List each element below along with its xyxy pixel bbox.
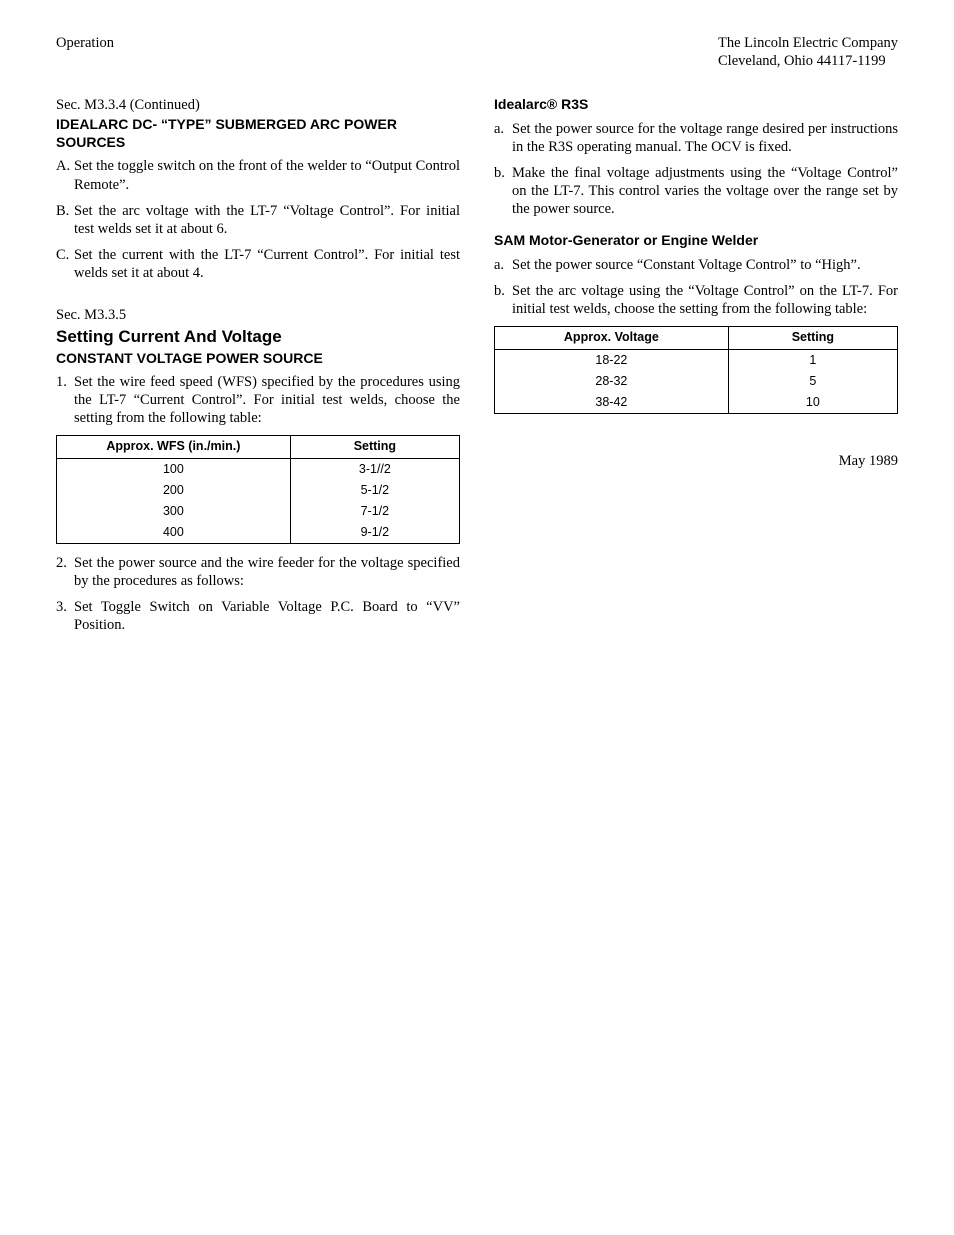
sam-title: SAM Motor-Generator or Engine Welder <box>494 232 898 250</box>
item-text: Set the power source and the wire feeder… <box>74 554 460 590</box>
item-marker: a. <box>494 256 512 274</box>
header-left: Operation <box>56 34 114 52</box>
company-address: Cleveland, Ohio 44117-1199 <box>718 52 898 70</box>
sec-m334-title: IDEALARC DC- “TYPE” SUBMERGED ARC POWER … <box>56 116 460 151</box>
cell: 5-1/2 <box>290 480 459 501</box>
table-header-row: Approx. Voltage Setting <box>495 327 898 350</box>
list-item: 3.Set Toggle Switch on Variable Voltage … <box>56 598 460 634</box>
cell: 200 <box>57 480 291 501</box>
right-column: Idealarc® R3S a.Set the power source for… <box>494 96 898 648</box>
table-header-row: Approx. WFS (in./min.) Setting <box>57 436 460 459</box>
list-item: A.Set the toggle switch on the front of … <box>56 157 460 193</box>
r3s-list: a.Set the power source for the voltage r… <box>494 120 898 219</box>
item-text: Set the arc voltage with the LT-7 “Volta… <box>74 202 460 238</box>
date-line: May 1989 <box>494 452 898 470</box>
volt-col2-header: Setting <box>728 327 897 350</box>
table-row: 2005-1/2 <box>57 480 460 501</box>
item-text: Set the wire feed speed (WFS) specified … <box>74 373 460 427</box>
idealarc-r3s: Idealarc® R3S a.Set the power source for… <box>494 96 898 218</box>
cell: 400 <box>57 522 291 544</box>
company-name: The Lincoln Electric Company <box>718 34 898 52</box>
sec-m335-list-2: 2.Set the power source and the wire feed… <box>56 554 460 635</box>
table-row: 4009-1/2 <box>57 522 460 544</box>
table-row: 28-325 <box>495 371 898 392</box>
voltage-table: Approx. Voltage Setting 18-221 28-325 38… <box>494 326 898 414</box>
list-item: a.Set the power source “Constant Voltage… <box>494 256 898 274</box>
item-text: Set the toggle switch on the front of th… <box>74 157 460 193</box>
list-item: 1.Set the wire feed speed (WFS) specifie… <box>56 373 460 427</box>
sec-m335-subtitle: CONSTANT VOLTAGE POWER SOURCE <box>56 350 460 368</box>
wfs-col1-header: Approx. WFS (in./min.) <box>57 436 291 459</box>
sec-m335: Sec. M3.3.5 Setting Current And Voltage … <box>56 306 460 634</box>
cell: 1 <box>728 349 897 371</box>
cell: 9-1/2 <box>290 522 459 544</box>
left-column: Sec. M3.3.4 (Continued) IDEALARC DC- “TY… <box>56 96 460 648</box>
sec-m334-list: A.Set the toggle switch on the front of … <box>56 157 460 282</box>
cell: 3-1//2 <box>290 459 459 481</box>
cell: 5 <box>728 371 897 392</box>
cell: 18-22 <box>495 349 729 371</box>
sec-m334-label: Sec. M3.3.4 (Continued) <box>56 96 460 114</box>
item-marker: 1. <box>56 373 74 427</box>
item-marker: b. <box>494 282 512 318</box>
table-row: 38-4210 <box>495 392 898 414</box>
cell: 7-1/2 <box>290 501 459 522</box>
item-marker: 3. <box>56 598 74 634</box>
wfs-table: Approx. WFS (in./min.) Setting 1003-1//2… <box>56 435 460 544</box>
list-item: 2.Set the power source and the wire feed… <box>56 554 460 590</box>
item-text: Set the arc voltage using the “Voltage C… <box>512 282 898 318</box>
cell: 28-32 <box>495 371 729 392</box>
list-item: b.Make the final voltage adjustments usi… <box>494 164 898 218</box>
item-text: Set the power source for the voltage ran… <box>512 120 898 156</box>
cell: 300 <box>57 501 291 522</box>
sec-m335-list-1: 1.Set the wire feed speed (WFS) specifie… <box>56 373 460 427</box>
item-text: Set the current with the LT-7 “Current C… <box>74 246 460 282</box>
list-item: B.Set the arc voltage with the LT-7 “Vol… <box>56 202 460 238</box>
list-item: b.Set the arc voltage using the “Voltage… <box>494 282 898 318</box>
table-row: 18-221 <box>495 349 898 371</box>
volt-col1-header: Approx. Voltage <box>495 327 729 350</box>
sec-m335-label: Sec. M3.3.5 <box>56 306 460 324</box>
item-marker: C. <box>56 246 74 282</box>
sec-m335-title: Setting Current And Voltage <box>56 326 460 347</box>
table-row: 3007-1/2 <box>57 501 460 522</box>
item-marker: B. <box>56 202 74 238</box>
item-marker: 2. <box>56 554 74 590</box>
item-marker: A. <box>56 157 74 193</box>
list-item: C.Set the current with the LT-7 “Current… <box>56 246 460 282</box>
body-columns: Sec. M3.3.4 (Continued) IDEALARC DC- “TY… <box>56 96 898 648</box>
r3s-title: Idealarc® R3S <box>494 96 898 114</box>
header-right: The Lincoln Electric Company Cleveland, … <box>718 34 898 70</box>
page-header: Operation The Lincoln Electric Company C… <box>56 34 898 70</box>
cell: 100 <box>57 459 291 481</box>
list-item: a.Set the power source for the voltage r… <box>494 120 898 156</box>
sec-m334: Sec. M3.3.4 (Continued) IDEALARC DC- “TY… <box>56 96 460 282</box>
item-text: Make the final voltage adjustments using… <box>512 164 898 218</box>
sam-welder: SAM Motor-Generator or Engine Welder a.S… <box>494 232 898 414</box>
table-row: 1003-1//2 <box>57 459 460 481</box>
item-marker: a. <box>494 120 512 156</box>
item-text: Set the power source “Constant Voltage C… <box>512 256 898 274</box>
item-marker: b. <box>494 164 512 218</box>
wfs-col2-header: Setting <box>290 436 459 459</box>
sam-list: a.Set the power source “Constant Voltage… <box>494 256 898 318</box>
cell: 38-42 <box>495 392 729 414</box>
cell: 10 <box>728 392 897 414</box>
item-text: Set Toggle Switch on Variable Voltage P.… <box>74 598 460 634</box>
